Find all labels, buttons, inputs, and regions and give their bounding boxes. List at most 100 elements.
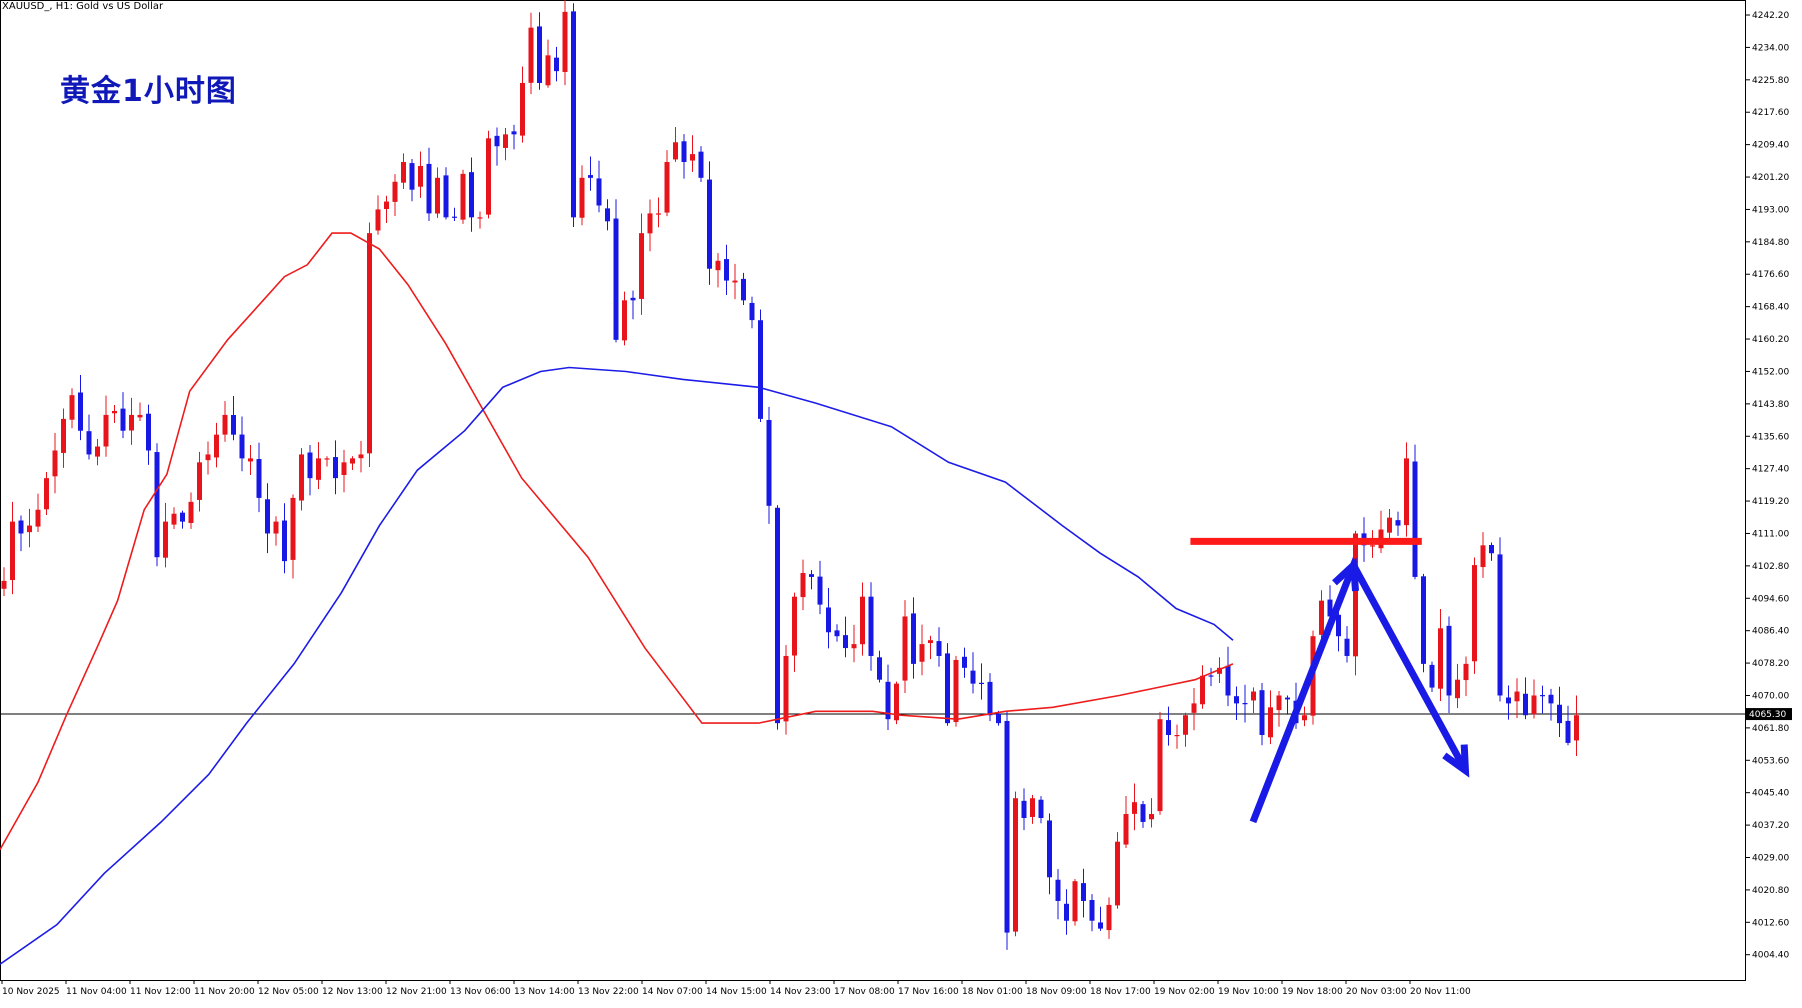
- x-tick-label: 10 Nov 2025: [2, 987, 60, 997]
- candle-body: [18, 520, 24, 534]
- candle-body: [1455, 679, 1460, 699]
- moving-average-fast-line: [0, 232, 1234, 850]
- candle-body: [95, 446, 100, 457]
- candle-body: [1353, 533, 1358, 657]
- candle-body: [86, 431, 92, 455]
- candle-body: [945, 653, 950, 724]
- candle-body: [681, 141, 687, 163]
- candle-body: [375, 209, 381, 231]
- candle-body: [52, 450, 58, 477]
- x-tick-label: 17 Nov 16:00: [898, 987, 959, 997]
- candle-body: [1149, 814, 1154, 820]
- candle-body: [1123, 814, 1129, 845]
- y-tick-label: 4143.80: [1752, 400, 1789, 410]
- candle-body: [146, 413, 151, 451]
- candle-body: [800, 572, 806, 598]
- candle-body: [1319, 600, 1324, 635]
- candle-body: [1064, 903, 1069, 921]
- candle-body: [367, 233, 372, 454]
- candle-body: [341, 462, 347, 476]
- candle-body: [316, 458, 321, 480]
- candle-body: [775, 507, 780, 724]
- candle-body: [673, 142, 678, 160]
- x-tick-label: 18 Nov 09:00: [1026, 987, 1087, 997]
- candle-body: [1285, 697, 1290, 700]
- y-tick-label: 4094.60: [1752, 594, 1789, 604]
- x-tick-label: 20 Nov 11:00: [1410, 987, 1471, 997]
- candle-body: [596, 178, 602, 206]
- x-tick-label: 19 Nov 10:00: [1218, 987, 1279, 997]
- candle-body: [664, 162, 670, 213]
- candle-body: [197, 462, 202, 500]
- candle-body: [1446, 625, 1452, 696]
- x-tick-label: 11 Nov 04:00: [66, 987, 127, 997]
- candle-body: [962, 656, 967, 668]
- candle-body: [1497, 554, 1503, 696]
- candle-body: [1140, 804, 1146, 822]
- x-tick-label: 18 Nov 01:00: [962, 987, 1023, 997]
- candle-body: [1565, 720, 1571, 743]
- y-tick-label: 4225.80: [1752, 76, 1789, 86]
- x-tick-label: 14 Nov 23:00: [770, 987, 831, 997]
- candle-body: [154, 452, 160, 558]
- candle-body: [1395, 520, 1401, 526]
- candle-body: [222, 414, 228, 435]
- candle-body: [715, 260, 721, 271]
- candle-body: [486, 138, 491, 215]
- candle-body: [256, 459, 262, 498]
- candle-body: [562, 11, 568, 72]
- moving-average-slow-line: [0, 366, 1234, 965]
- candle-body: [1574, 715, 1579, 741]
- candle-body: [1047, 820, 1052, 878]
- y-tick-label: 4086.40: [1752, 627, 1789, 637]
- candle-body: [137, 414, 143, 418]
- candle-body: [1106, 904, 1112, 931]
- candle-body: [1183, 715, 1188, 735]
- candle-body: [1174, 735, 1180, 737]
- candle-body: [707, 179, 712, 269]
- y-tick-label: 4061.80: [1752, 724, 1789, 734]
- y-tick-label: 4168.40: [1752, 303, 1789, 313]
- candle-body: [1208, 675, 1214, 677]
- plot-frame: [0, 0, 1746, 981]
- candle-body: [656, 213, 661, 215]
- candle-body: [1132, 802, 1137, 814]
- candle-body: [61, 418, 66, 453]
- candle-body: [877, 657, 882, 680]
- candle-body: [987, 681, 993, 716]
- candle-body: [452, 216, 457, 218]
- arrow-head-down: [1442, 744, 1470, 778]
- y-tick-label: 4152.00: [1752, 367, 1789, 377]
- candle-body: [622, 300, 627, 341]
- y-tick-label: 4201.20: [1752, 173, 1789, 183]
- candle-body: [902, 616, 908, 681]
- candle-body: [1055, 879, 1061, 901]
- symbol-header: XAUUSD_, H1: Gold vs US Dollar: [2, 1, 164, 12]
- candle-body: [809, 574, 814, 577]
- candle-body: [911, 613, 916, 664]
- candle-body: [180, 512, 185, 522]
- x-tick-label: 19 Nov 18:00: [1282, 987, 1343, 997]
- candle-body: [1302, 715, 1307, 721]
- candle-body: [248, 458, 253, 462]
- x-tick-label: 11 Nov 20:00: [194, 987, 255, 997]
- candle-body: [333, 457, 338, 479]
- candle-body: [766, 419, 772, 506]
- y-tick-label: 4004.40: [1752, 951, 1789, 961]
- candle-body: [724, 259, 729, 281]
- candle-body: [273, 521, 279, 534]
- x-tick-label: 17 Nov 08:00: [834, 987, 895, 997]
- candle-body: [919, 644, 925, 662]
- candle-body: [894, 683, 899, 721]
- x-tick-label: 14 Nov 07:00: [642, 987, 703, 997]
- candle-body: [1412, 461, 1418, 577]
- candle-body: [1404, 458, 1409, 526]
- candle-body: [1336, 614, 1341, 637]
- candle-body: [1489, 544, 1494, 554]
- candle-body: [630, 297, 636, 301]
- candle-body: [358, 454, 364, 459]
- candle-body: [741, 278, 746, 301]
- candle-body: [868, 596, 874, 656]
- arrow-head-up: [1332, 557, 1360, 592]
